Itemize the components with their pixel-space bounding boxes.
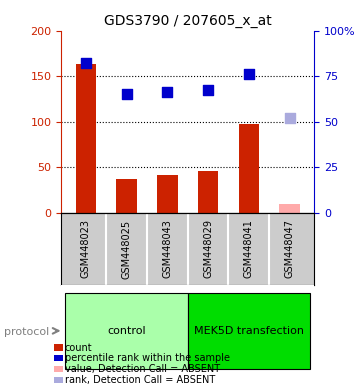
Title: GDS3790 / 207605_x_at: GDS3790 / 207605_x_at	[104, 14, 271, 28]
Text: rank, Detection Call = ABSENT: rank, Detection Call = ABSENT	[65, 375, 215, 384]
Text: GSM448041: GSM448041	[244, 220, 254, 278]
Point	[124, 91, 130, 98]
Bar	[116, 179, 137, 213]
Text: GSM448047: GSM448047	[284, 220, 295, 278]
Point	[83, 60, 89, 66]
Point	[246, 71, 252, 78]
Bar	[239, 124, 259, 213]
Bar	[198, 171, 218, 213]
Text: percentile rank within the sample: percentile rank within the sample	[65, 353, 230, 363]
Text: MEK5D transfection: MEK5D transfection	[194, 326, 304, 336]
Text: GSM448023: GSM448023	[81, 220, 91, 278]
Text: GSM448025: GSM448025	[122, 219, 131, 278]
Bar	[279, 204, 300, 213]
Text: value, Detection Call = ABSENT: value, Detection Call = ABSENT	[65, 364, 220, 374]
Text: control: control	[107, 326, 146, 336]
Point	[287, 115, 292, 121]
Text: count: count	[65, 343, 93, 353]
Text: GSM448043: GSM448043	[162, 220, 172, 278]
Point	[205, 87, 211, 93]
Text: protocol: protocol	[4, 327, 49, 337]
Point	[165, 89, 170, 95]
FancyBboxPatch shape	[65, 293, 188, 369]
FancyBboxPatch shape	[188, 293, 310, 369]
Text: GSM448029: GSM448029	[203, 220, 213, 278]
Bar	[157, 175, 178, 213]
Bar	[76, 65, 96, 213]
